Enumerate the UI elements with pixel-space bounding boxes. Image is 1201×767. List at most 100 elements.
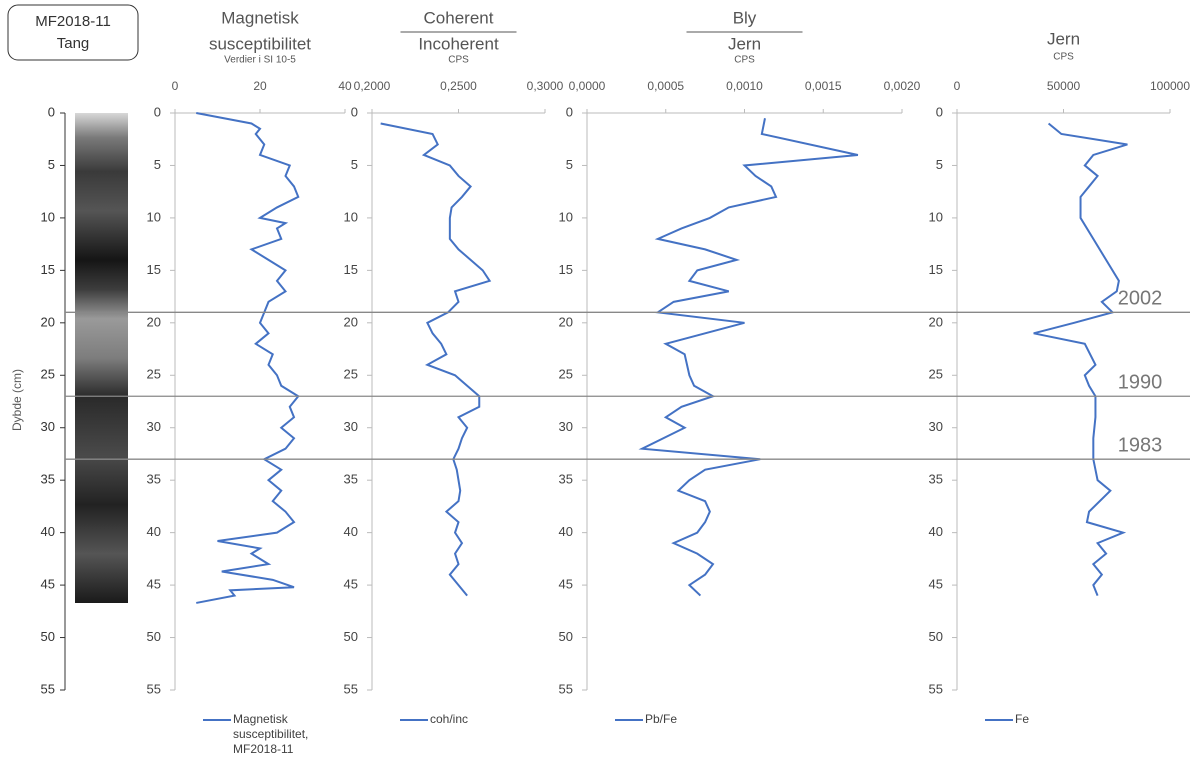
- y-tick-label: 45: [344, 577, 358, 592]
- y-tick-label: 15: [147, 262, 161, 277]
- x-tick-label: 0,0005: [647, 79, 684, 93]
- y-tick-label: 40: [41, 524, 55, 539]
- header-line: Tang: [57, 35, 90, 52]
- y-tick-label: 30: [344, 419, 358, 434]
- y-tick-label: 25: [929, 367, 943, 382]
- y-tick-label: 10: [147, 209, 161, 224]
- y-tick-label: 45: [147, 577, 161, 592]
- header-box: [7, 4, 139, 61]
- x-tick-label: 40: [338, 79, 352, 93]
- panel-subtitle: CPS: [448, 55, 469, 66]
- y-tick-label: 40: [559, 524, 573, 539]
- y-tick-label: 20: [344, 314, 358, 329]
- x-tick-label: 0: [172, 79, 179, 93]
- y-tick-label: 55: [559, 681, 573, 696]
- x-tick-label: 0,3000: [527, 79, 564, 93]
- y-tick-label: 45: [929, 577, 943, 592]
- y-tick-label: 50: [559, 629, 573, 644]
- header-line: MF2018-11: [35, 13, 111, 30]
- panel-subtitle: CPS: [1053, 52, 1074, 63]
- y-axis-label: Dybde (cm): [10, 369, 24, 431]
- y-tick-label: 40: [147, 524, 161, 539]
- y-tick-label: 5: [936, 157, 943, 172]
- y-tick-label: 20: [147, 314, 161, 329]
- y-tick-label: 5: [48, 157, 55, 172]
- series-line: [638, 118, 859, 597]
- y-tick-label: 5: [154, 157, 161, 172]
- y-tick-label: 35: [41, 472, 55, 487]
- y-tick-label: 25: [41, 367, 55, 382]
- y-tick-label: 40: [344, 524, 358, 539]
- panel-subtitle: Verdier i SI 10-5: [224, 55, 296, 66]
- x-tick-label: 0,0010: [726, 79, 763, 93]
- y-tick-label: 0: [48, 104, 55, 119]
- x-tick-label: 0,0000: [569, 79, 606, 93]
- y-tick-label: 45: [41, 577, 55, 592]
- panel-subtitle: CPS: [734, 55, 755, 66]
- x-tick-label: 0,0020: [884, 79, 921, 93]
- core-image: [75, 113, 128, 603]
- y-tick-label: 15: [559, 262, 573, 277]
- y-tick-label: 15: [344, 262, 358, 277]
- legend-label: Fe: [1015, 712, 1030, 726]
- y-tick-label: 0: [566, 104, 573, 119]
- y-tick-label: 0: [351, 104, 358, 119]
- x-tick-label: 50000: [1047, 79, 1081, 93]
- legend-label: Pb/Fe: [645, 712, 678, 726]
- reference-label: 1990: [1118, 372, 1163, 394]
- y-tick-label: 10: [41, 209, 55, 224]
- y-tick-label: 0: [936, 104, 943, 119]
- y-tick-label: 10: [344, 209, 358, 224]
- panel-title: Coherent: [424, 8, 494, 27]
- reference-label: 1983: [1118, 434, 1163, 456]
- y-tick-label: 30: [559, 419, 573, 434]
- y-tick-label: 55: [929, 681, 943, 696]
- panel-title: Jern: [728, 34, 761, 53]
- y-tick-label: 50: [344, 629, 358, 644]
- y-tick-label: 35: [559, 472, 573, 487]
- y-tick-label: 10: [929, 209, 943, 224]
- y-tick-label: 35: [147, 472, 161, 487]
- x-tick-label: 20: [253, 79, 267, 93]
- y-tick-label: 55: [41, 681, 55, 696]
- y-tick-label: 10: [559, 209, 573, 224]
- x-tick-label: 0: [954, 79, 961, 93]
- x-tick-label: 100000: [1150, 79, 1190, 93]
- y-tick-label: 30: [41, 419, 55, 434]
- panel-title: Bly: [733, 8, 757, 27]
- y-tick-label: 45: [559, 577, 573, 592]
- y-tick-label: 25: [344, 367, 358, 382]
- y-tick-label: 55: [344, 681, 358, 696]
- y-tick-label: 5: [566, 157, 573, 172]
- y-tick-label: 15: [929, 262, 943, 277]
- panel-title: susceptibilitet: [209, 34, 311, 53]
- panel-title: Magnetisk: [221, 8, 299, 27]
- y-tick-label: 20: [559, 314, 573, 329]
- series-line: [196, 112, 300, 604]
- series-line: [380, 122, 492, 597]
- x-tick-label: 0,2500: [440, 79, 477, 93]
- panel-title: Incoherent: [418, 34, 499, 53]
- y-tick-label: 50: [147, 629, 161, 644]
- y-tick-label: 25: [559, 367, 573, 382]
- y-tick-label: 5: [351, 157, 358, 172]
- y-tick-label: 15: [41, 262, 55, 277]
- reference-label: 2002: [1118, 288, 1163, 310]
- y-tick-label: 30: [147, 419, 161, 434]
- y-tick-label: 35: [929, 472, 943, 487]
- y-tick-label: 0: [154, 104, 161, 119]
- y-tick-label: 25: [147, 367, 161, 382]
- legend-label: Magnetisk susceptibilitet, MF2018-11: [233, 712, 309, 756]
- y-tick-label: 30: [929, 419, 943, 434]
- panel-title: Jern: [1047, 29, 1080, 48]
- y-tick-label: 50: [41, 629, 55, 644]
- legend-label: coh/inc: [430, 712, 469, 726]
- series-line: [1033, 122, 1128, 596]
- y-tick-label: 55: [147, 681, 161, 696]
- y-tick-label: 35: [344, 472, 358, 487]
- x-tick-label: 0,2000: [354, 79, 391, 93]
- x-tick-label: 0,0015: [805, 79, 842, 93]
- y-tick-label: 20: [929, 314, 943, 329]
